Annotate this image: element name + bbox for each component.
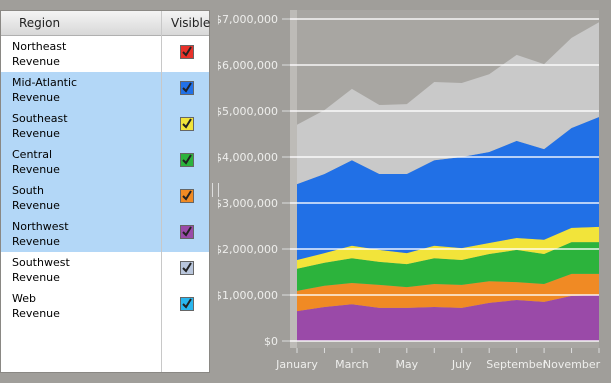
area — [297, 226, 599, 269]
plot-edge — [290, 10, 297, 348]
region-label: Mid-Atlantic Revenue — [12, 76, 78, 104]
y-tick-label: $5,000,000 — [218, 105, 278, 118]
visible-checkbox[interactable] — [180, 45, 194, 59]
x-tick-label: September — [486, 358, 547, 371]
area — [297, 242, 599, 291]
x-tick-label: January — [275, 358, 318, 371]
region-label: Northeast Revenue — [12, 40, 67, 68]
visible-checkbox[interactable] — [180, 153, 194, 167]
region-label: Web Revenue — [12, 292, 60, 320]
table-row[interactable]: Southeast Revenue — [1, 108, 209, 145]
y-tick-label: $0 — [264, 335, 278, 348]
y-tick-label: $2,000,000 — [218, 243, 278, 256]
region-table: Region Visible Northeast Revenue Mid-Atla… — [0, 10, 210, 373]
region-label: Northwest Revenue — [12, 220, 69, 248]
area — [297, 22, 599, 185]
check-mark — [182, 154, 192, 165]
area — [297, 116, 599, 261]
chart: $0 $1,000,000 $2,000,000 $3,000,000 $4,000,0… — [218, 10, 601, 371]
check-mark — [182, 82, 192, 93]
visible-checkbox[interactable] — [180, 189, 194, 203]
y-tick-label: $4,000,000 — [218, 151, 278, 164]
area — [297, 295, 599, 341]
visible-checkbox[interactable] — [180, 117, 194, 131]
splitter[interactable] — [212, 183, 219, 197]
x-tick-label: July — [451, 358, 472, 371]
visible-checkbox[interactable] — [180, 261, 194, 275]
y-tick-label: $7,000,000 — [218, 13, 278, 26]
column-divider — [161, 11, 162, 372]
region-label: Southeast Revenue — [12, 112, 68, 140]
table-row[interactable]: Northwest Revenue — [1, 216, 209, 253]
visible-checkbox[interactable] — [180, 225, 194, 239]
y-tick-label: $6,000,000 — [218, 59, 278, 72]
table-header: Region Visible — [1, 11, 211, 36]
x-tick-label: November — [543, 358, 601, 371]
table-row[interactable]: South Revenue — [1, 180, 209, 217]
table-row[interactable]: Northeast Revenue — [1, 36, 209, 73]
region-label: South Revenue — [12, 184, 60, 212]
header-visible[interactable]: Visible — [171, 16, 211, 30]
table-row[interactable]: Web Revenue — [1, 288, 209, 325]
visible-checkbox[interactable] — [180, 297, 194, 311]
region-label: Southwest Revenue — [12, 256, 70, 284]
region-label: Central Revenue — [12, 148, 60, 176]
check-mark — [182, 190, 192, 201]
check-mark — [182, 118, 192, 129]
area — [297, 273, 599, 312]
table-row[interactable]: Central Revenue — [1, 144, 209, 181]
check-mark — [182, 226, 192, 237]
check-mark — [182, 298, 192, 309]
header-region[interactable]: Region — [19, 16, 61, 30]
x-tick-label: May — [395, 358, 418, 371]
check-mark — [182, 46, 192, 57]
table-row[interactable]: Mid-Atlantic Revenue — [1, 72, 209, 109]
y-tick-label: $1,000,000 — [218, 289, 278, 302]
y-tick-label: $3,000,000 — [218, 197, 278, 210]
table-row[interactable]: Southwest Revenue — [1, 252, 209, 289]
check-mark — [182, 262, 192, 273]
visible-checkbox[interactable] — [180, 81, 194, 95]
x-tick-label: March — [335, 358, 369, 371]
